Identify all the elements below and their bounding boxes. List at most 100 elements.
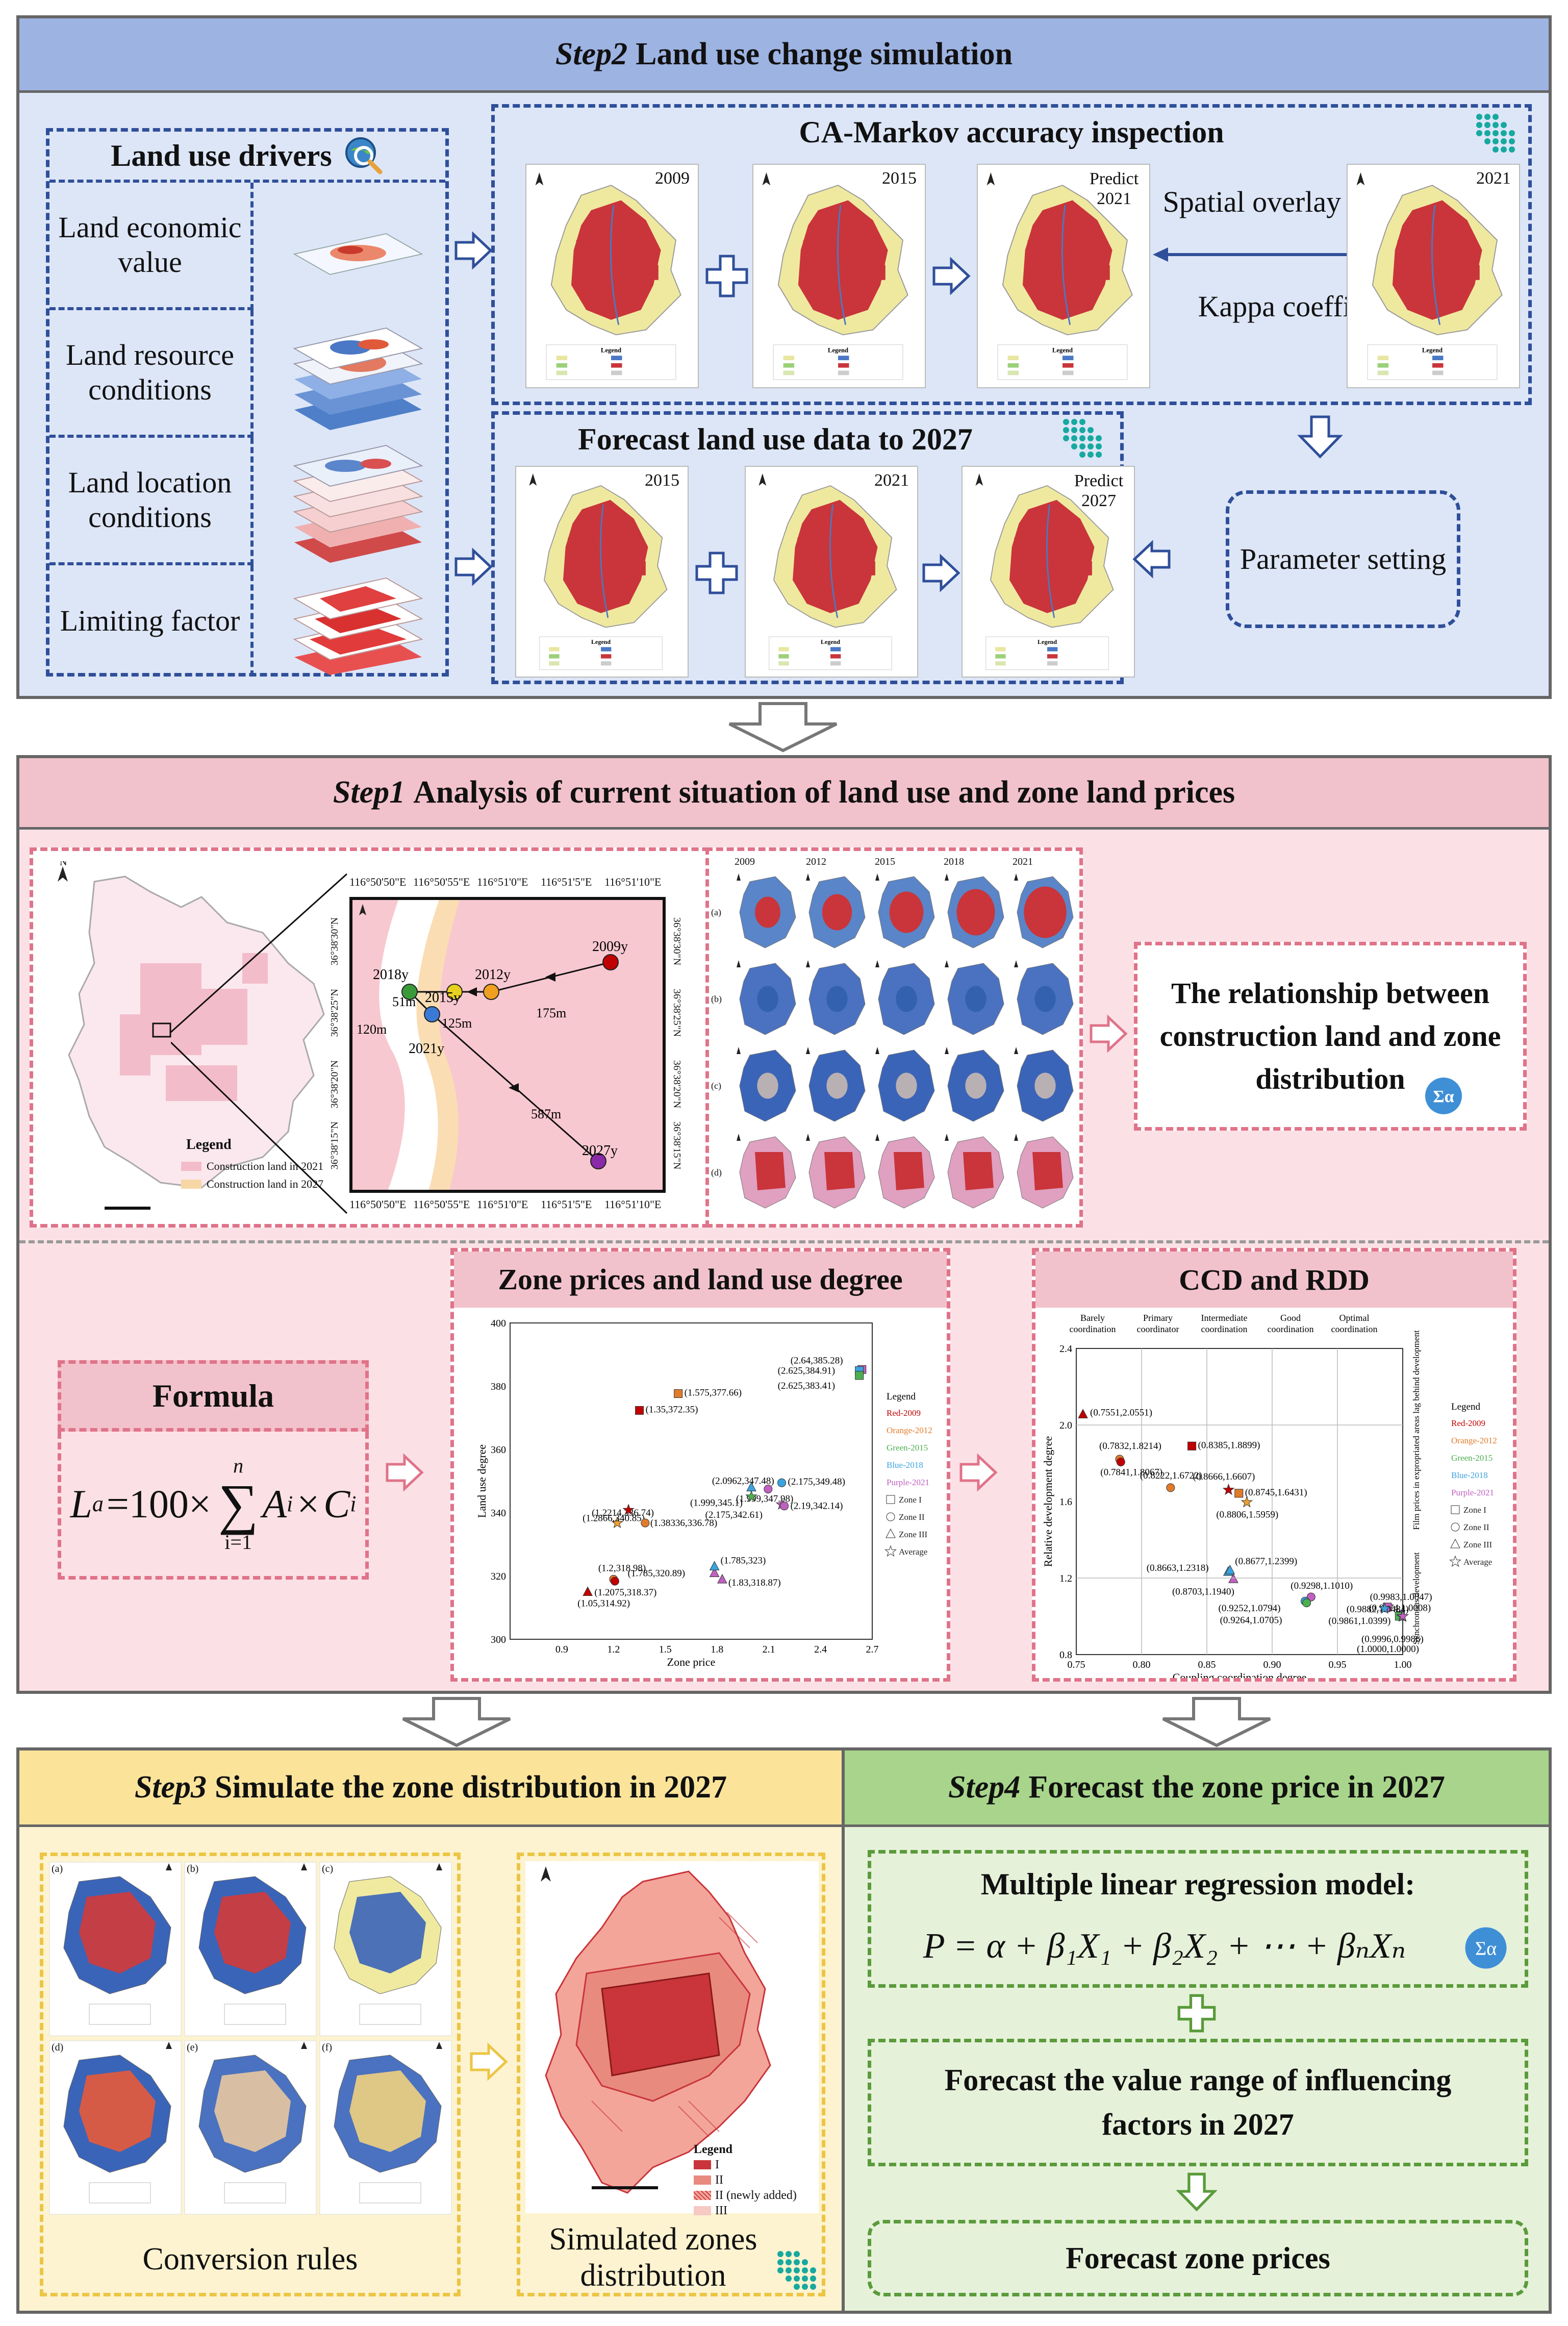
forecast-map-2021: Legend 2021 (745, 466, 918, 678)
centroid-point (401, 984, 418, 1000)
zone-scatter-chart: 0.9 1.2 1.5 1.8 2.1 2.4 2.7 300 320 340 360 380 400 Z… (475, 1318, 932, 1668)
step1-divider (19, 1240, 1549, 1243)
x-tick-label: 1.5 (659, 1644, 672, 1655)
centroid-top-ticks: 116°50'50"E 116°50'55"E 116°51'0"E 116°51'5… (349, 876, 662, 888)
y-tick-label: 340 (491, 1508, 506, 1519)
simulated-zones-map (525, 1861, 819, 2213)
y-tick-label: 300 (491, 1634, 506, 1645)
regression-model-box: Multiple linear regression model: P = α … (868, 1850, 1528, 1988)
grid-row-labels: (a) (b) (c) (d) (711, 907, 722, 1178)
conversion-rules-panel: (a) (b) (c) (d) (e) (f) Conversion rules (40, 1853, 461, 2296)
centroid-point (446, 984, 463, 1000)
legend-item: Red-2009 (887, 1408, 921, 1418)
x-tick-label: 2.1 (763, 1644, 775, 1655)
forecast-box: Forecast land use data to 2027 Legend 201… (491, 411, 1135, 684)
data-label: (1.2075,318.37) (594, 1587, 656, 1598)
svg-text:Purple-2021: Purple-2021 (1451, 1488, 1494, 1497)
map-2015: Legend 2015 (752, 164, 926, 388)
arrow-right-icon (922, 554, 960, 592)
centroid-right-ticks: 36°38'30"N 36°38'25"N 36°38'20"N 36°38'15"N (671, 917, 682, 1170)
svg-text:Red-2009: Red-2009 (1451, 1418, 1485, 1428)
arrow-drivers-to-forecast (454, 547, 493, 586)
svg-text:Legend: Legend (1038, 638, 1057, 645)
land-use-map-graphic: Legend (529, 473, 668, 670)
coordination-band-label: coordination (1070, 1324, 1116, 1334)
regression-formula: P = α + β₁X₁ + β₂X₂ + ⋯ + βₙXₙ (923, 1926, 1406, 1966)
x-tick-label: 0.85 (1198, 1659, 1216, 1670)
legend-item: Zone III (1450, 1538, 1493, 1549)
arrow-step1-to-step4 (1162, 1697, 1271, 1747)
economic-layer-stack (293, 233, 423, 276)
y-tick-label: 1.2 (1059, 1573, 1072, 1584)
data-point: (1.2075,318.37) (594, 1577, 656, 1598)
arrow-down-green (1176, 2172, 1217, 2212)
svg-text:Blue-2018: Blue-2018 (887, 1460, 923, 1470)
data-label: (1.0000,1.0000) (1357, 1644, 1419, 1655)
legend-item: Zone I (1451, 1505, 1486, 1515)
data-label: (0.9983,1.0047) (1370, 1592, 1432, 1603)
svg-text:N: N (60, 861, 67, 868)
data-point: (0.8745,1.6431) (1234, 1487, 1307, 1498)
globe-search-icon (345, 137, 383, 174)
step3-label: Step3 (134, 1770, 207, 1805)
legend-item: Average (1449, 1555, 1492, 1567)
data-label: (0.9882,1.0484) (1347, 1604, 1409, 1615)
x-axis-label: Coupling coordination degree (1173, 1671, 1307, 1678)
data-point: (0.8222,1.6722) (1140, 1470, 1202, 1492)
mini-map (806, 873, 866, 948)
data-point: (1.35,372.35) (635, 1404, 698, 1415)
y-tick-label: 400 (491, 1318, 506, 1329)
centroid-point (483, 984, 499, 1000)
data-label: (1.38336,336.78) (650, 1518, 717, 1529)
svg-text:Σα: Σα (1475, 1938, 1497, 1960)
data-label: (1.2,318.98) (598, 1563, 646, 1573)
step1-label: Step1 (333, 775, 406, 810)
legend-item: Green-2015 (887, 1443, 928, 1453)
land-use-map-graphic: Legend (975, 473, 1114, 670)
conversion-rules-caption: Conversion rules (142, 2241, 358, 2277)
sigma-icon: Σα (1465, 1927, 1507, 1969)
x-tick-label: 1.00 (1394, 1659, 1412, 1670)
coordination-band-label: Good (1280, 1313, 1301, 1323)
accuracy-box: CA-Markov accuracy inspection Legend 2009… (491, 104, 1532, 405)
mini-map (945, 960, 1004, 1035)
x-tick-label: 0.9 (555, 1644, 568, 1655)
legend-title: Legend (1451, 1402, 1480, 1412)
centroid-point-label: 2018y (373, 967, 409, 983)
centroid-point-label: 2021y (409, 1041, 444, 1057)
mini-map (737, 1134, 796, 1209)
data-label: (0.9252,1.0794) (1219, 1603, 1281, 1614)
data-point: (0.8666,1.6607) (1193, 1471, 1255, 1495)
x-tick-label: 0.90 (1263, 1659, 1281, 1670)
coordination-band-label: Optimal (1339, 1313, 1370, 1323)
svg-text:Legend: Legend (1422, 346, 1443, 354)
data-label: (2.19,342.14) (791, 1501, 843, 1512)
centroid-left-ticks: 36°38'30"N 36°38'25"N 36°38'20"N 36°38'15"N (329, 917, 340, 1170)
forecast-prices-box: Forecast zone prices (868, 2220, 1528, 2296)
data-point: (1.0000,1.0000) (1357, 1610, 1419, 1655)
data-label: (0.8745,1.6431) (1245, 1487, 1307, 1498)
location-layer-stack (293, 444, 423, 563)
data-label: (0.8663,1.2318) (1147, 1563, 1209, 1573)
legend-item: Green-2015 (1451, 1453, 1493, 1463)
centroid-track (359, 900, 460, 1190)
data-label: (0.8806,1.5959) (1216, 1510, 1278, 1520)
y-tick-label: 2.0 (1059, 1420, 1072, 1431)
step1-header: Step1 Analysis of current situation of la… (19, 758, 1549, 830)
data-label: (0.8666,1.6607) (1193, 1471, 1255, 1482)
track-arrowhead (467, 987, 477, 996)
coordination-band-label: coordination (1331, 1324, 1378, 1334)
legend-item: Blue-2018 (1451, 1470, 1488, 1480)
data-label: (2.175,342.61) (705, 1510, 763, 1520)
land-use-map-graphic: Legend (1356, 172, 1503, 380)
x-tick-label: 1.8 (711, 1644, 723, 1655)
data-label: (0.7551,2.0551) (1090, 1407, 1152, 1418)
relationship-box: The relationship between construction la… (1134, 942, 1527, 1131)
forecast-map-2015: Legend 2015 (515, 466, 689, 678)
arrow-right-yellow (470, 2042, 508, 2081)
ccd-chart-panel: CCD and RDD 0.75 0.80 0.85 0.90 0.95 1.00 0.8 1… (1032, 1248, 1516, 1682)
legend-2021: Construction land in 2021 (181, 1160, 323, 1173)
drivers-title: Land use drivers (49, 132, 445, 183)
multiyear-map-grid (737, 873, 1074, 1209)
